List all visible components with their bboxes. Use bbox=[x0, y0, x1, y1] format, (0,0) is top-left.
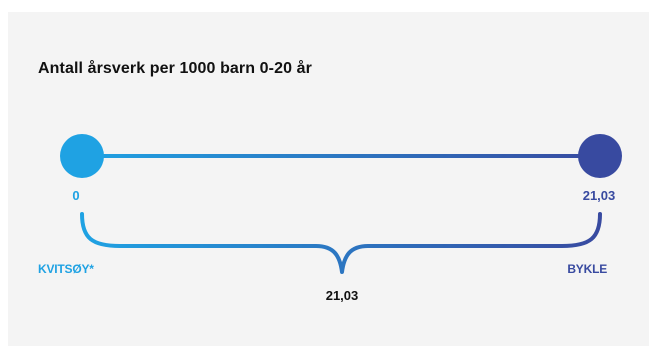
min-municipality-label: KVITSØY* bbox=[38, 262, 94, 276]
min-value-label: 0 bbox=[72, 188, 80, 203]
max-municipality-label: BYKLE bbox=[567, 262, 607, 276]
range-brace bbox=[80, 212, 602, 274]
min-dot bbox=[60, 134, 104, 178]
max-value-label: 21,03 bbox=[582, 188, 616, 203]
chart-title: Antall årsverk per 1000 barn 0-20 år bbox=[38, 60, 312, 77]
range-value-label: 21,03 bbox=[325, 288, 359, 303]
infographic-card bbox=[8, 12, 649, 346]
max-dot bbox=[578, 134, 622, 178]
